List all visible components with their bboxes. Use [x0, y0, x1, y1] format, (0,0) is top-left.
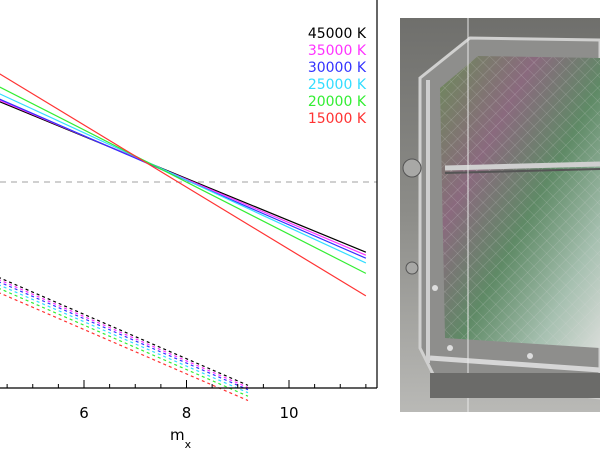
frame-base: [430, 373, 600, 398]
x-tick-label-6: 6: [79, 404, 89, 422]
frame-screw-1: [447, 345, 453, 351]
frame-rail-bottom: [429, 355, 600, 373]
x-axis: 6 8 10: [0, 0, 378, 422]
plot-area: [0, 73, 377, 402]
legend-entry-45000-k: 45000 K: [308, 26, 367, 42]
series-line-20000-k: [0, 86, 367, 274]
series-dashed-35000-k: [0, 279, 249, 389]
frame-crossbar: [444, 161, 600, 171]
legend-entry-20000-k: 20000 K: [308, 94, 367, 110]
x-axis-label-main: m: [170, 426, 185, 444]
series-dashed-45000-k: [0, 277, 249, 386]
series-dashed-20000-k: [0, 288, 249, 397]
x-tick-label-8: 8: [182, 404, 192, 422]
frame-screw-2: [527, 353, 533, 359]
series-dashed-30000-k: [0, 281, 249, 391]
series-dashed-25000-k: [0, 284, 249, 394]
instrument-photo: [400, 18, 600, 412]
legend-entry-25000-k: 25000 K: [308, 77, 367, 93]
series-line-15000-k: [0, 73, 367, 297]
x-axis-label-subscript: x: [185, 438, 192, 450]
legend-entry-35000-k: 35000 K: [308, 43, 367, 59]
legend-entry-15000-k: 15000 K: [308, 111, 367, 127]
frame-screw-3: [432, 285, 438, 291]
x-axis-label: mx: [170, 426, 192, 450]
frame-knob-1: [402, 158, 422, 178]
legend-entry-30000-k: 30000 K: [308, 60, 367, 76]
frame-knob-2: [405, 261, 419, 275]
x-tick-label-10: 10: [279, 404, 298, 422]
grid-wires-b: [440, 56, 600, 348]
frame-crossbar-shadow: [444, 168, 600, 174]
series-dashed-15000-k: [0, 292, 249, 402]
